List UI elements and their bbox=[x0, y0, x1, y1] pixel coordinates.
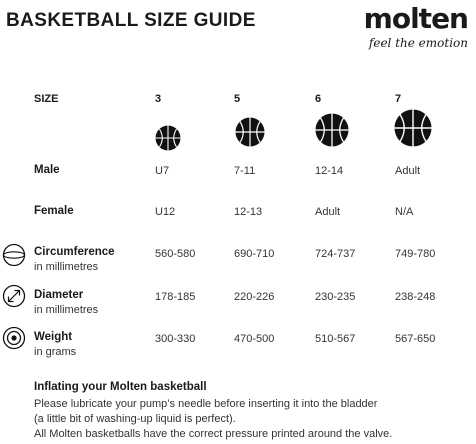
value-circumference-size-3: 560-580 bbox=[155, 248, 196, 260]
note-line: All Molten basketballs have the correct … bbox=[34, 428, 393, 440]
value-weight-size-7: 567-650 bbox=[395, 333, 436, 345]
value-diameter-size-3: 178-185 bbox=[155, 291, 196, 303]
value-male-size-3: U7 bbox=[155, 165, 170, 177]
value-diameter-size-5: 220-226 bbox=[234, 291, 275, 303]
row-label-female: Female bbox=[34, 205, 74, 217]
row-label-weight: Weight bbox=[34, 331, 73, 343]
basketball-size-6-icon bbox=[315, 113, 349, 147]
brand-name: molten bbox=[363, 2, 469, 35]
brand-logo: molten feel the emotion bbox=[363, 2, 469, 51]
note-line: Please lubricate your pump’s needle befo… bbox=[34, 398, 378, 410]
value-diameter-size-7: 238-248 bbox=[395, 291, 436, 303]
row-label-circumference: Circumference bbox=[34, 246, 115, 258]
value-weight-size-5: 470-500 bbox=[234, 333, 275, 345]
value-circumference-size-7: 749-780 bbox=[395, 248, 436, 260]
size-7-header: 7 bbox=[395, 93, 402, 105]
row-sub-weight: in grams bbox=[34, 346, 77, 358]
value-female-size-6: Adult bbox=[315, 206, 341, 218]
note-line: (a little bit of washing-up liquid is pe… bbox=[34, 413, 236, 425]
size-header: SIZE bbox=[34, 93, 59, 105]
basketball-size-7-icon bbox=[394, 109, 432, 147]
circumference-icon bbox=[2, 243, 26, 267]
value-circumference-size-5: 690-710 bbox=[234, 248, 275, 260]
size-6-header: 6 bbox=[315, 93, 322, 105]
value-weight-size-3: 300-330 bbox=[155, 333, 196, 345]
value-circumference-size-6: 724-737 bbox=[315, 248, 356, 260]
value-female-size-3: U12 bbox=[155, 206, 176, 218]
size-5-header: 5 bbox=[234, 93, 241, 105]
note-title: Inflating your Molten basketball bbox=[34, 381, 207, 393]
brand-tagline: feel the emotion bbox=[368, 36, 468, 50]
row-sub-circumference: in millimetres bbox=[34, 261, 99, 273]
basketball-size-5-icon bbox=[235, 117, 265, 147]
value-female-size-7: N/A bbox=[395, 206, 414, 218]
basketball-size-3-icon bbox=[155, 125, 181, 151]
value-male-size-7: Adult bbox=[395, 165, 421, 177]
value-weight-size-6: 510-567 bbox=[315, 333, 356, 345]
value-female-size-5: 12-13 bbox=[234, 206, 263, 218]
value-male-size-6: 12-14 bbox=[315, 165, 344, 177]
value-diameter-size-6: 230-235 bbox=[315, 291, 356, 303]
row-sub-diameter: in millimetres bbox=[34, 304, 99, 316]
diameter-icon bbox=[2, 284, 26, 308]
row-label-male: Male bbox=[34, 164, 60, 176]
weight-icon bbox=[2, 326, 26, 350]
page-title: BASKETBALL SIZE GUIDE bbox=[6, 10, 256, 31]
value-male-size-5: 7-11 bbox=[234, 165, 256, 177]
row-label-diameter: Diameter bbox=[34, 289, 84, 301]
size-3-header: 3 bbox=[155, 93, 162, 105]
